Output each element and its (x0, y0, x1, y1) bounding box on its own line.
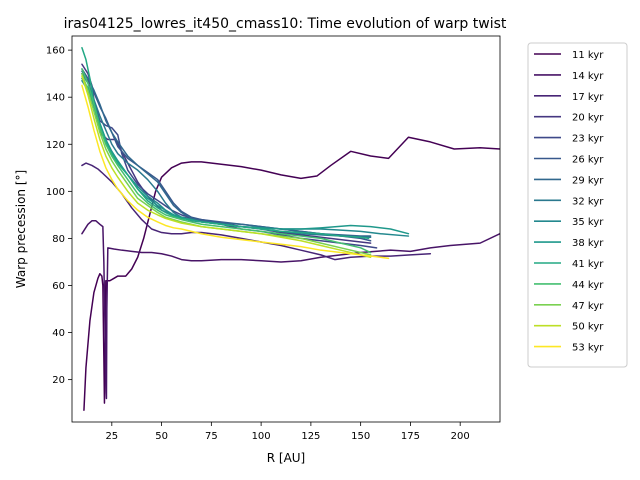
legend: 11 kyr 14 kyr 17 kyr 20 kyr 23 kyr 26 kyr 29 k… (527, 42, 628, 368)
y-axis: 20 40 60 80 100 120 140 160 (46, 46, 72, 386)
x-tick-label: 125 (301, 431, 320, 442)
x-tick-label: 200 (451, 431, 470, 442)
chart-title: iras04125_lowres_it450_cmass10: Time evo… (64, 16, 507, 32)
legend-entry-label: 11 kyr (572, 50, 604, 61)
legend-entry-label: 53 kyr (572, 343, 604, 354)
series-line-47-kyr (81, 72, 372, 256)
series-line-11-kyr (83, 136, 500, 411)
y-tick-label: 120 (46, 140, 65, 151)
series-line-38-kyr (81, 77, 410, 235)
x-axis: 25 50 75 100 125 150 175 200 (105, 422, 470, 442)
y-tick-label: 140 (46, 93, 65, 104)
x-tick-label: 25 (105, 431, 118, 442)
legend-entry-label: 47 kyr (572, 301, 604, 312)
legend-entry-label: 23 kyr (572, 134, 604, 145)
y-axis-label: Warp precession [°] (14, 170, 28, 288)
legend-entry-label: 29 kyr (572, 175, 604, 186)
plot-frame (71, 35, 501, 423)
legend-entry-label: 35 kyr (572, 217, 604, 228)
legend-entry-label: 17 kyr (572, 92, 604, 103)
series-line-44-kyr (81, 68, 372, 254)
series-line-17-kyr (81, 162, 432, 261)
series-line-32-kyr (81, 72, 372, 238)
x-tick-label: 50 (155, 431, 168, 442)
y-tick-label: 80 (52, 234, 65, 245)
legend-entry-label: 14 kyr (572, 71, 604, 82)
y-tick-label: 40 (52, 328, 65, 339)
x-tick-label: 75 (205, 431, 218, 442)
x-tick-label: 100 (252, 431, 271, 442)
y-tick-label: 60 (52, 281, 65, 292)
series-layer (81, 47, 500, 411)
legend-entry-label: 41 kyr (572, 259, 604, 270)
legend-frame (527, 42, 628, 368)
x-axis-label: R [AU] (267, 451, 306, 465)
y-tick-label: 100 (46, 187, 65, 198)
y-tick-label: 160 (46, 46, 65, 57)
series-line-50-kyr (81, 75, 372, 258)
legend-entry-label: 44 kyr (572, 280, 604, 291)
x-tick-label: 175 (401, 431, 420, 442)
series-line-14-kyr (81, 220, 500, 400)
legend-entry-label: 26 kyr (572, 155, 604, 166)
y-tick-label: 20 (52, 375, 65, 386)
series-line-29-kyr (81, 70, 372, 237)
legend-entry-label: 20 kyr (572, 113, 604, 124)
legend-entry-label: 32 kyr (572, 196, 604, 207)
legend-entry-label: 38 kyr (572, 238, 604, 249)
legend-entry-label: 50 kyr (572, 322, 604, 333)
series-line-53-kyr (81, 84, 390, 260)
x-tick-label: 150 (351, 431, 370, 442)
